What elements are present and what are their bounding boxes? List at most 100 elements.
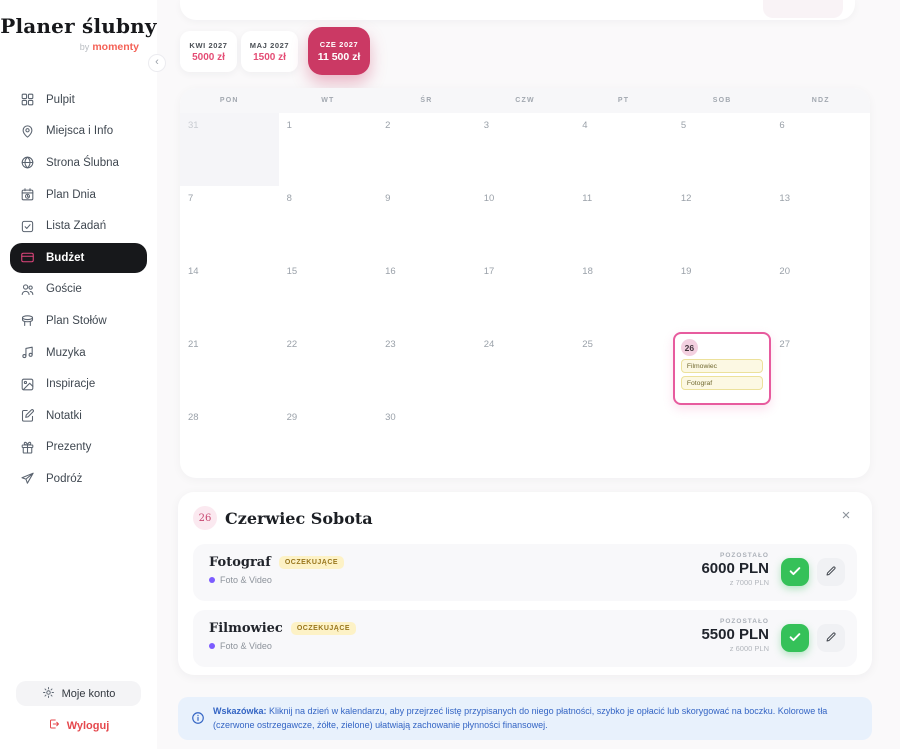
day-number: 28 (188, 412, 199, 423)
sidebar-item-goscie[interactable]: Goście (0, 274, 157, 306)
calendar-day-14[interactable]: 14 (180, 259, 279, 332)
calendar-day-26[interactable]: 26 Filmowiec Fotograf (672, 332, 772, 405)
calendar-day-28[interactable]: 28 (180, 405, 279, 478)
tip-body: Kliknij na dzień w kalendarzu, aby przej… (213, 706, 828, 730)
day-badge: 26 (193, 506, 217, 530)
month-tab-cze-2027[interactable]: CZE 2027 11 500 zł (308, 27, 370, 75)
mark-paid-button[interactable] (781, 624, 809, 652)
sidebar-item-miejsca-i-info[interactable]: Miejsca i Info (0, 116, 157, 148)
calendar-day-3[interactable]: 3 (476, 113, 575, 186)
calendar-day-6[interactable]: 6 (771, 113, 870, 186)
sidebar-item-label: Budżet (46, 251, 85, 264)
close-icon[interactable]: × (836, 506, 856, 526)
pencil-icon (825, 565, 837, 580)
weekday-label: PON (219, 97, 239, 104)
payment-info: Filmowiec OCZEKUJĄCE Foto & Video (209, 621, 357, 651)
day-detail-panel: 26 Czerwiec Sobota × Fotograf OCZEKUJĄCE… (178, 492, 872, 675)
credit-card-icon (20, 250, 35, 265)
tip-label: Wskazówka: (213, 706, 267, 716)
sidebar-item-strona-slubna[interactable]: Strona Ślubna (0, 147, 157, 179)
calendar-grid: 31 1 2 3 4 5 6 7 8 9 10 11 12 13 14 15 16 17 18 19 20 21 22 23 2… (180, 113, 870, 478)
day-number: 29 (286, 412, 298, 423)
calendar-day-1[interactable]: 1 (279, 113, 378, 186)
calendar-day-22[interactable]: 22 (279, 332, 378, 405)
calendar-day-16[interactable]: 16 (377, 259, 476, 332)
sidebar-item-label: Podróż (46, 472, 83, 485)
calendar-day-7[interactable]: 7 (180, 186, 279, 259)
check-icon (788, 564, 802, 581)
month-tab-kwi-2027[interactable]: KWI 2027 5000 zł (180, 31, 237, 72)
calendar-day-8[interactable]: 8 (279, 186, 378, 259)
month-tab-amount: 11 500 zł (317, 50, 361, 63)
day-number: 24 (483, 339, 495, 350)
day-number: 5 (680, 120, 687, 131)
sidebar-item-lista-zadan[interactable]: Lista Zadań (0, 210, 157, 242)
day-number: 27 (779, 339, 790, 350)
sidebar-collapse-button[interactable]: ‹ (148, 54, 166, 72)
weekday-label: WT (321, 97, 335, 104)
sidebar-item-label: Muzyka (46, 346, 86, 359)
calendar-day-30[interactable]: 30 (377, 405, 476, 478)
sidebar-item-prezenty[interactable]: Prezenty (0, 432, 157, 464)
sidebar-item-label: Lista Zadań (46, 220, 107, 233)
day-number: 4 (582, 120, 588, 131)
calendar-day-empty (771, 405, 870, 478)
calendar-day-25[interactable]: 25 (574, 332, 673, 405)
day-number: 11 (582, 193, 593, 204)
payment-name: Fotograf (209, 555, 271, 570)
calendar-day-12[interactable]: 12 (673, 186, 772, 259)
tip-text: Wskazówka: Kliknij na dzień w kalendarzu… (213, 705, 858, 733)
payment-category: Foto & Video (220, 575, 272, 585)
scrolled-header-card (180, 0, 855, 20)
calendar-day-15[interactable]: 15 (279, 259, 378, 332)
sidebar-item-label: Inspiracje (46, 378, 96, 391)
weekday-label: SOB (712, 97, 732, 104)
sidebar-item-muzyka[interactable]: Muzyka (0, 337, 157, 369)
edit-payment-button[interactable] (817, 624, 845, 652)
account-button[interactable]: Moje konto (16, 681, 141, 706)
calendar-day-20[interactable]: 20 (771, 259, 870, 332)
month-tab-amount: 1500 zł (253, 51, 286, 63)
month-tab-maj-2027[interactable]: MAJ 2027 1500 zł (241, 31, 298, 72)
sidebar-item-label: Plan Stołów (46, 314, 107, 327)
month-tabs: KWI 2027 5000 zł MAJ 2027 1500 zł CZE 2027 11… (180, 27, 370, 77)
logout-button[interactable]: Wyloguj (16, 713, 141, 738)
calendar-day-18[interactable]: 18 (574, 259, 673, 332)
day-number: 7 (188, 193, 194, 204)
sidebar-item-plan-dnia[interactable]: Plan Dnia (0, 179, 157, 211)
gear-icon (42, 686, 55, 702)
payment-status-badge: OCZEKUJĄCE (290, 622, 357, 635)
globe-icon (20, 155, 35, 170)
mark-paid-button[interactable] (781, 558, 809, 586)
calendar-day-9[interactable]: 9 (377, 186, 476, 259)
calendar-day-27[interactable]: 27 (771, 332, 870, 405)
app-logo: Planer ślubny (0, 14, 157, 38)
sidebar-item-inspiracje[interactable]: Inspiracje (0, 368, 157, 400)
sidebar-item-notatki[interactable]: Notatki (0, 400, 157, 432)
day-number: 1 (286, 120, 292, 131)
sidebar-item-podroz[interactable]: Podróż (0, 463, 157, 495)
account-button-label: Moje konto (61, 687, 116, 700)
calendar-day-19[interactable]: 19 (673, 259, 772, 332)
calendar-day-2[interactable]: 2 (377, 113, 476, 186)
edit-payment-button[interactable] (817, 558, 845, 586)
calendar-day-10[interactable]: 10 (476, 186, 575, 259)
sidebar-item-budzet[interactable]: Budżet (10, 242, 147, 273)
remaining-amount: 5500 PLN (701, 626, 769, 643)
calendar-day-31[interactable]: 31 (180, 113, 279, 186)
sidebar-item-plan-stolow[interactable]: Plan Stołów (0, 305, 157, 337)
sidebar-item-label: Strona Ślubna (46, 156, 119, 169)
calendar-day-23[interactable]: 23 (377, 332, 476, 405)
calendar-day-5[interactable]: 5 (673, 113, 772, 186)
calendar-day-29[interactable]: 29 (279, 405, 378, 478)
calendar-day-21[interactable]: 21 (180, 332, 279, 405)
calendar-day-13[interactable]: 13 (771, 186, 870, 259)
sidebar-item-pulpit[interactable]: Pulpit (0, 84, 157, 116)
calendar-day-24[interactable]: 24 (476, 332, 575, 405)
day-number: 22 (286, 339, 298, 350)
logo-subtitle: by momenty (80, 41, 139, 53)
payment-actions (781, 624, 845, 652)
calendar-day-11[interactable]: 11 (574, 186, 673, 259)
calendar-day-4[interactable]: 4 (574, 113, 673, 186)
calendar-day-17[interactable]: 17 (476, 259, 575, 332)
